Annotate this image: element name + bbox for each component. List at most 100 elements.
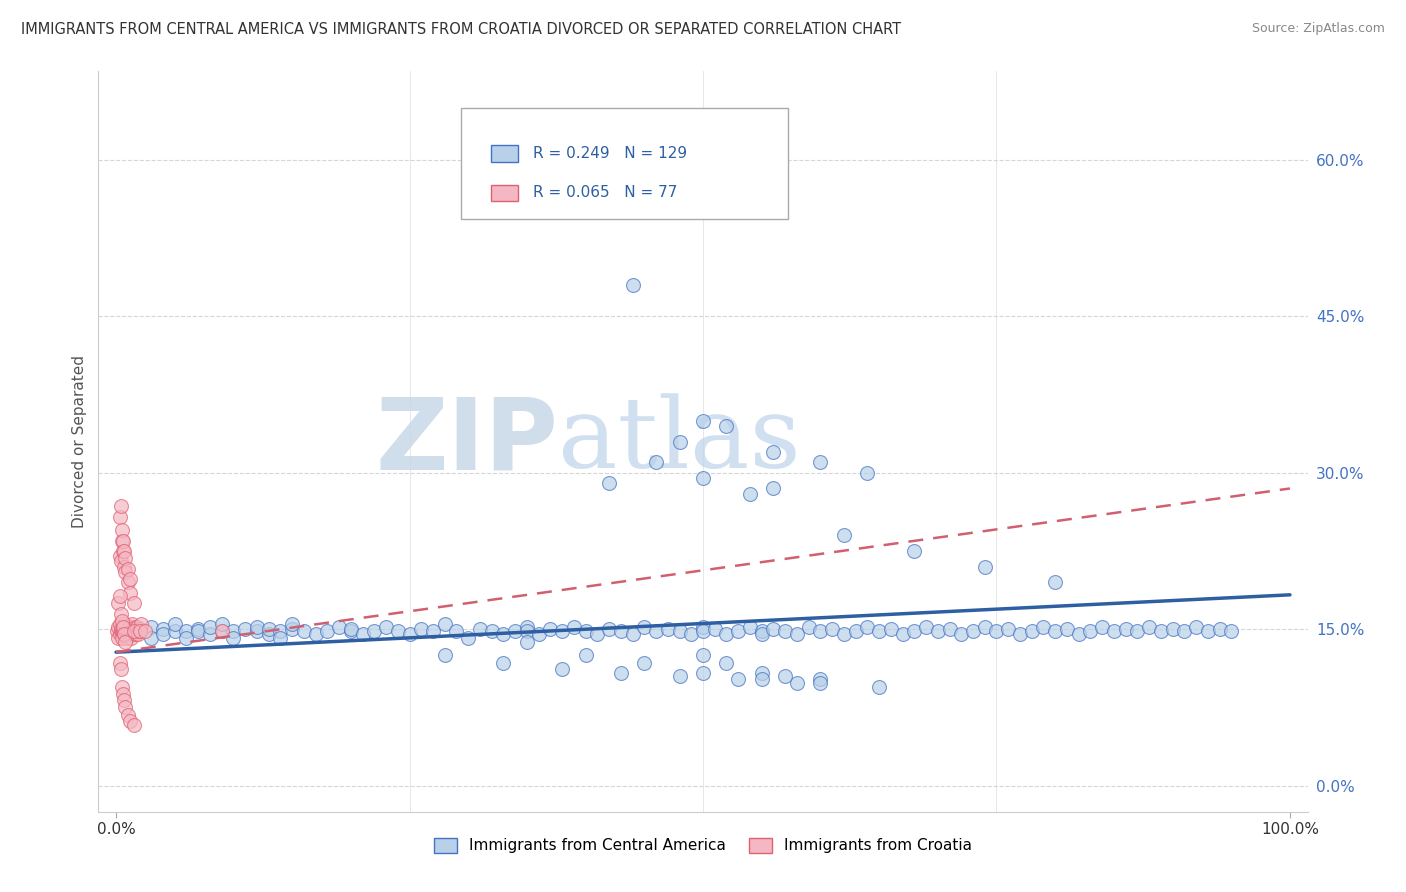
Point	[797, 620, 820, 634]
Point	[727, 624, 749, 639]
Point	[114, 617, 136, 632]
Point	[316, 624, 339, 639]
Point	[211, 624, 233, 639]
Point	[124, 624, 146, 639]
Point	[105, 624, 128, 639]
Point	[127, 627, 149, 641]
Point	[868, 680, 890, 694]
Point	[716, 656, 738, 670]
Point	[328, 620, 350, 634]
Point	[808, 624, 831, 639]
Point	[176, 624, 198, 639]
Point	[856, 466, 879, 480]
Point	[112, 559, 135, 574]
Point	[938, 622, 960, 636]
Point	[112, 533, 135, 548]
Point	[340, 622, 363, 636]
Point	[112, 627, 135, 641]
Point	[891, 627, 914, 641]
Point	[163, 617, 186, 632]
Point	[762, 622, 785, 636]
Point	[668, 434, 690, 449]
Point	[111, 533, 134, 548]
Point	[527, 627, 550, 641]
Point	[1161, 622, 1184, 636]
Point	[110, 624, 132, 639]
Point	[681, 627, 703, 641]
Point	[111, 680, 134, 694]
Point	[110, 607, 132, 621]
Point	[120, 631, 142, 645]
Point	[127, 624, 149, 639]
Point	[118, 627, 141, 641]
Point	[107, 631, 129, 645]
Point	[551, 193, 574, 207]
Point	[108, 617, 131, 632]
Point	[122, 627, 145, 641]
Point	[516, 634, 538, 648]
Point	[110, 499, 132, 513]
Point	[108, 589, 131, 603]
Point	[598, 622, 620, 636]
Point	[1021, 624, 1043, 639]
Point	[152, 622, 174, 636]
Point	[246, 620, 269, 634]
Point	[762, 482, 785, 496]
Point	[950, 627, 973, 641]
Point	[292, 624, 315, 639]
Point	[832, 528, 855, 542]
Point	[128, 622, 150, 636]
Point	[516, 624, 538, 639]
Point	[257, 622, 280, 636]
Point	[821, 622, 844, 636]
Point	[269, 631, 291, 645]
Point	[808, 455, 831, 469]
Point	[773, 624, 796, 639]
Point	[562, 620, 585, 634]
Point	[1043, 624, 1066, 639]
Point	[281, 622, 304, 636]
Point	[1137, 620, 1160, 634]
Point	[762, 445, 785, 459]
Point	[115, 624, 138, 639]
Point	[692, 414, 714, 428]
Point	[352, 627, 374, 641]
Point	[1208, 622, 1230, 636]
Point	[120, 622, 142, 636]
Point	[468, 622, 491, 636]
Point	[503, 624, 526, 639]
Point	[880, 622, 903, 636]
Point	[120, 622, 142, 636]
Point	[114, 565, 136, 579]
Point	[492, 656, 515, 670]
Point	[832, 627, 855, 641]
Point	[575, 624, 598, 639]
Point	[120, 624, 142, 639]
Point	[125, 622, 148, 636]
Point	[152, 627, 174, 641]
Point	[1008, 627, 1031, 641]
Point	[117, 622, 139, 636]
Point	[716, 418, 738, 433]
FancyBboxPatch shape	[461, 109, 787, 219]
Point	[108, 656, 131, 670]
Point	[621, 278, 644, 293]
Point	[786, 676, 808, 690]
Point	[927, 624, 949, 639]
Point	[1197, 624, 1219, 639]
Point	[751, 673, 773, 687]
Point	[610, 624, 633, 639]
Text: IMMIGRANTS FROM CENTRAL AMERICA VS IMMIGRANTS FROM CROATIA DIVORCED OR SEPARATED: IMMIGRANTS FROM CENTRAL AMERICA VS IMMIG…	[21, 22, 901, 37]
Point	[645, 624, 668, 639]
Point	[692, 624, 714, 639]
Point	[122, 624, 145, 639]
Point	[122, 596, 145, 610]
Point	[1173, 624, 1195, 639]
Point	[114, 700, 136, 714]
Point	[575, 648, 598, 663]
Point	[457, 631, 479, 645]
Point	[1102, 624, 1125, 639]
Point	[122, 718, 145, 732]
Point	[1043, 575, 1066, 590]
Point	[111, 614, 134, 628]
